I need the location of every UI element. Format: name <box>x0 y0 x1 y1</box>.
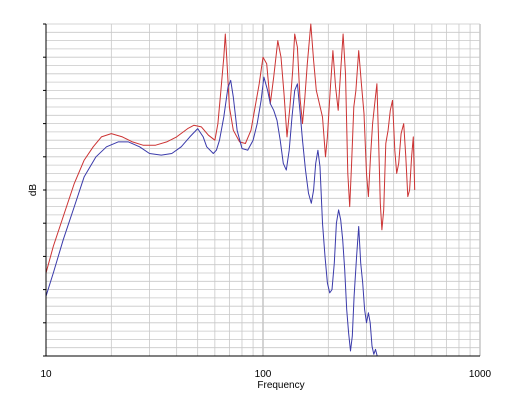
series-line-blue <box>45 76 378 357</box>
x-axis-title: Frequency <box>257 380 304 391</box>
x-tick-label: 100 <box>255 369 272 380</box>
grid <box>45 23 481 357</box>
tick-labels: 10 100 1000 <box>40 369 491 380</box>
x-tick-label: 1000 <box>469 369 492 380</box>
series-line-red <box>45 23 416 274</box>
series-layer <box>45 23 416 357</box>
x-tick-label: 10 <box>40 369 52 380</box>
y-axis-title: dB <box>28 184 39 197</box>
axes <box>43 23 480 357</box>
